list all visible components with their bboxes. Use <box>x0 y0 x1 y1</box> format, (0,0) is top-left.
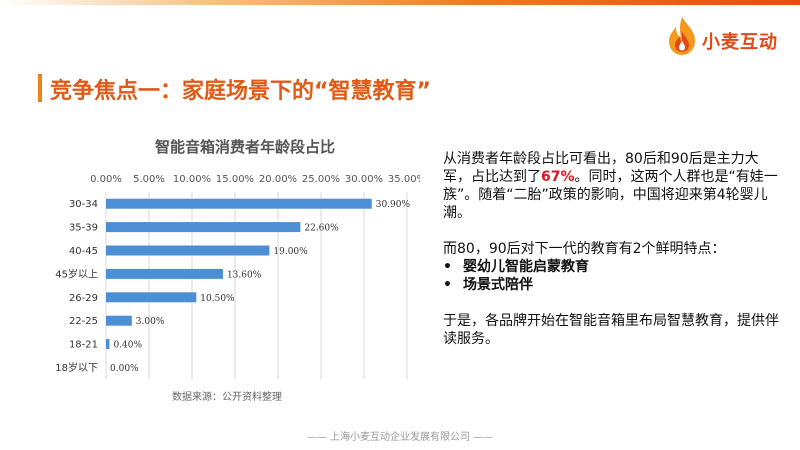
category-label: 35-39 <box>69 223 98 234</box>
x-axis-ticks: 0.00% 5.00% 10.00% 15.00% 20.00% 25.00% 30.00%… <box>90 174 420 185</box>
highlight-percentage: 67% <box>541 169 575 185</box>
bullet-dot: • <box>443 277 452 293</box>
paragraph-conclusion: 于是，各品牌开始在智能音箱里布局智慧教育，提供伴读服务。 <box>443 313 779 347</box>
bar-value-label: 22.60% <box>304 224 339 234</box>
age-bar-chart: 0.00% 5.00% 10.00% 15.00% 20.00% 25.00% 30.00%… <box>55 174 420 380</box>
chart-grid <box>105 192 408 380</box>
bar-value-label: 0.40% <box>113 341 142 351</box>
trait-label: 场景式陪伴 <box>463 277 533 293</box>
bar <box>106 245 270 256</box>
trait-list: • 婴幼儿智能启蒙教育 • 场景式陪伴 <box>443 258 783 294</box>
category-label: 45岁以上 <box>55 267 98 280</box>
flame-icon <box>669 17 695 55</box>
title-accent-bar <box>38 74 42 102</box>
bar-value-label: 13.60% <box>227 270 262 280</box>
category-label: 22-25 <box>69 316 98 327</box>
top-gradient-bar <box>0 0 800 5</box>
chart-source: 数据来源：公开资料整理 <box>172 392 282 403</box>
bar <box>106 222 301 233</box>
category-label: 18-21 <box>69 340 98 351</box>
category-label: 40-45 <box>69 246 98 257</box>
trait-label: 婴幼儿智能启蒙教育 <box>463 259 589 275</box>
x-tick-label: 10.00% <box>173 174 211 185</box>
bar <box>106 292 197 303</box>
bar <box>106 198 372 209</box>
analysis-text: 从消费者年龄段占比可看出，80后和90后是主力大军，占比达到了67%。同时，这两… <box>443 150 783 348</box>
paragraph-education-traits: 而80，90后对下一代的教育有2个鲜明特点： <box>443 241 726 257</box>
bar-value-label: 19.00% <box>273 247 308 257</box>
paragraph-age-share: 从消费者年龄段占比可看出，80后和90后是主力大军，占比达到了67%。同时，这两… <box>443 150 783 222</box>
bar-value-label: 10.50% <box>200 294 235 304</box>
bullet-dot: • <box>443 259 452 275</box>
bar-value-label: 3.00% <box>136 317 165 327</box>
footer-company: —— 上海小麦互动企业发展有限公司 —— <box>306 432 494 443</box>
paragraph-age-share-start: 从消费者年龄段占比可看出，80后和90后是主力大军，占比达到了 <box>443 151 759 185</box>
bar <box>106 315 132 326</box>
x-tick-label: 15.00% <box>216 174 254 185</box>
bar-value-labels: 30.90% 22.60% 19.00% 13.60% 10.50% 3.00% 0.40%… <box>110 200 411 374</box>
y-axis-categories: 30-34 35-39 40-45 45岁以上 26-29 22-25 18-21 18岁以下 <box>55 199 98 374</box>
paragraph-age-share-end: 。同时，这两个人群也是“有娃一族”。随着“二胎”政策的影响，中国将迎来第4轮婴儿… <box>443 169 778 221</box>
bar <box>106 268 223 279</box>
category-label: 18岁以下 <box>55 361 98 374</box>
chart-bars <box>106 198 372 350</box>
bar-value-label: 0.00% <box>110 364 139 374</box>
chart-title: 智能音箱消费者年龄段占比 <box>154 138 335 156</box>
x-tick-label: 20.00% <box>259 174 297 185</box>
x-tick-label: 35.00% <box>388 174 420 185</box>
x-tick-label: 5.00% <box>133 174 165 185</box>
trait-item: • 场景式陪伴 <box>443 276 783 294</box>
x-tick-label: 0.00% <box>90 174 122 185</box>
bar <box>106 339 110 350</box>
logo-text: 小麦互动 <box>702 32 778 53</box>
category-label: 30-34 <box>69 199 98 210</box>
x-tick-label: 25.00% <box>302 174 340 185</box>
category-label: 26-29 <box>69 293 98 304</box>
x-tick-label: 30.00% <box>345 174 383 185</box>
trait-item: • 婴幼儿智能启蒙教育 <box>443 258 783 276</box>
slide-title: 竞争焦点一：家庭场景下的“智慧教育” <box>50 79 431 104</box>
brand-logo: 小麦互动 <box>664 14 794 60</box>
bar-value-label: 30.90% <box>376 200 411 210</box>
